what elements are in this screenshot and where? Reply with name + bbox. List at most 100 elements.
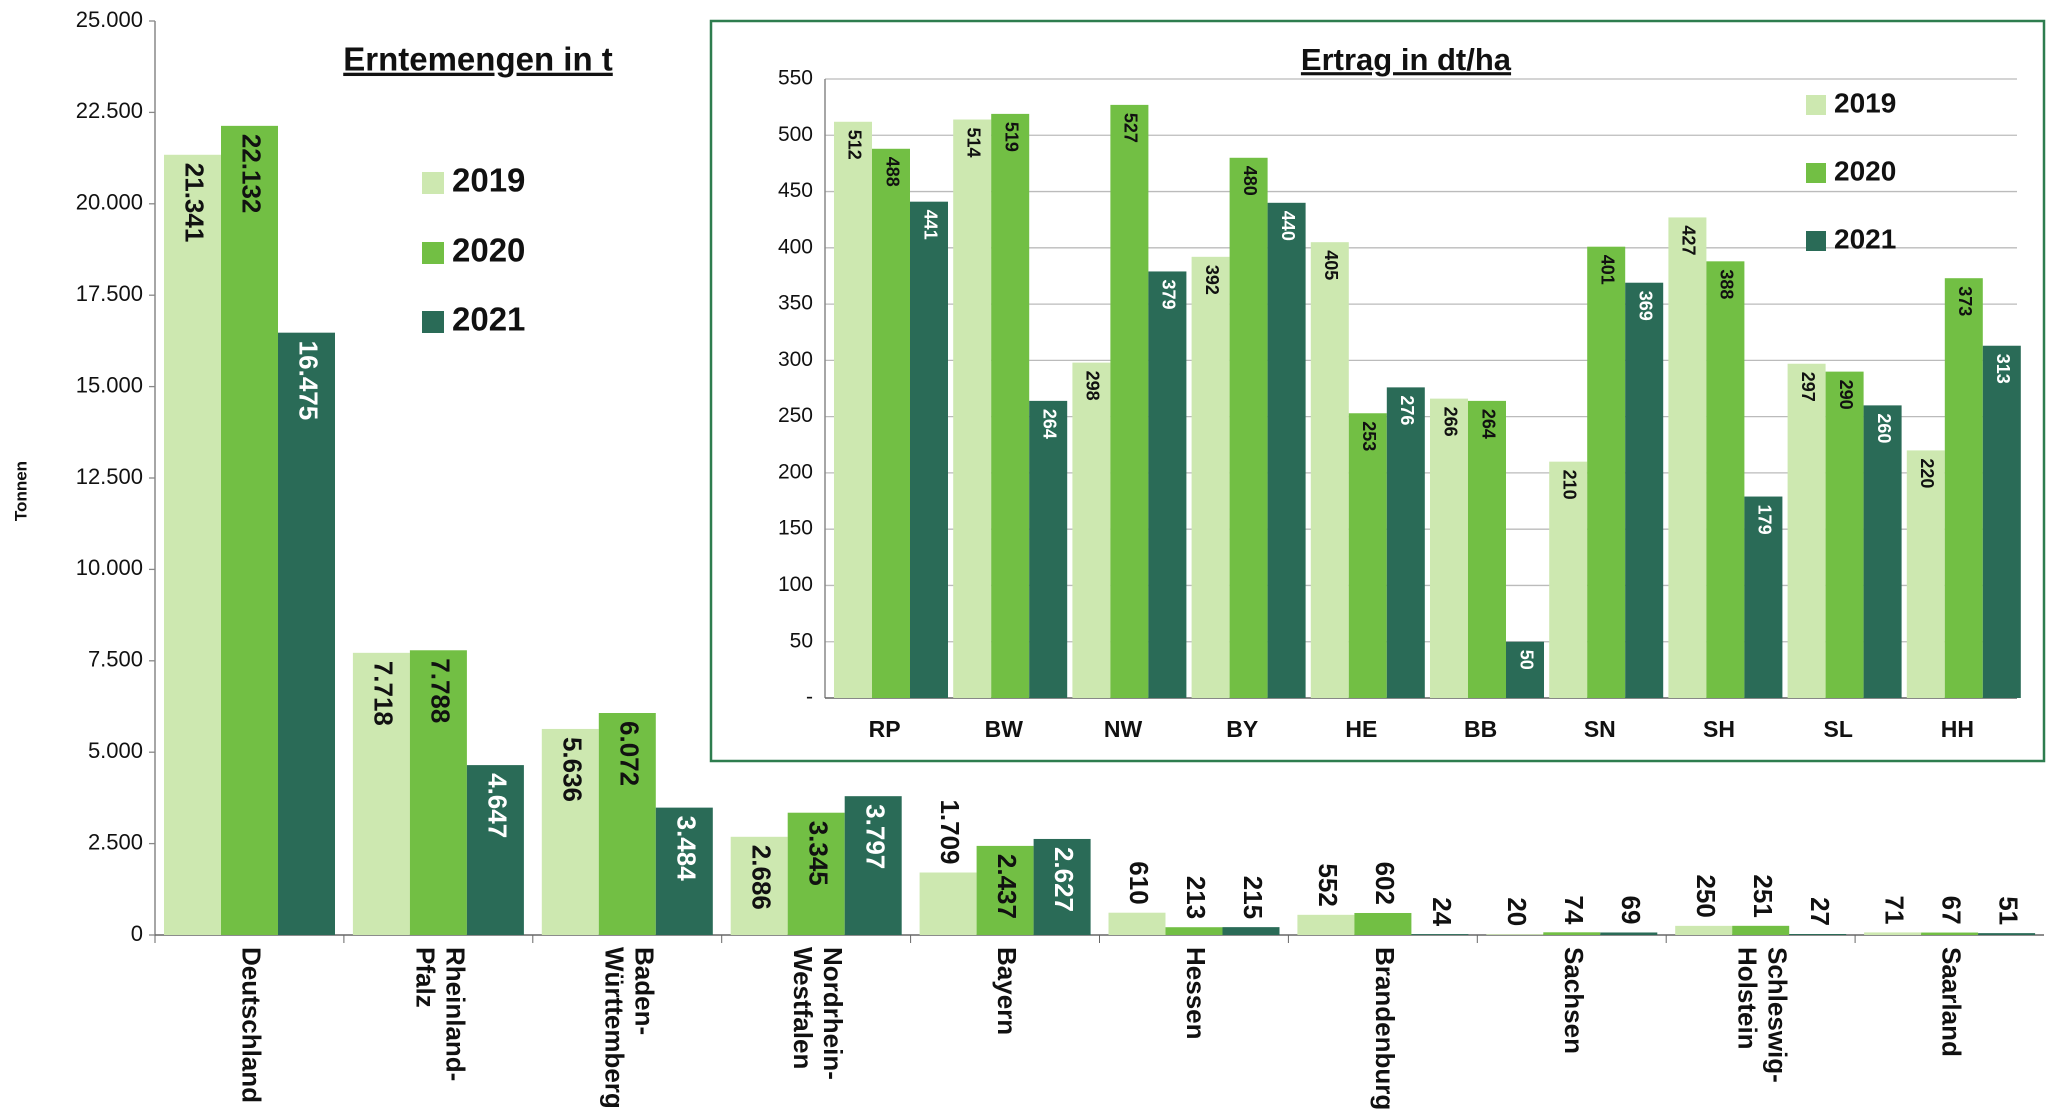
bar: [1787, 363, 1826, 698]
x-tick-label: Nordrhein-Westfalen: [788, 947, 848, 1080]
data-label: 297: [1798, 372, 1818, 402]
y-tick-label: 300: [778, 348, 813, 371]
bar: [1486, 934, 1544, 935]
bar: [1267, 202, 1306, 699]
y-tick-label: 0: [131, 921, 143, 946]
bar: [1191, 256, 1230, 698]
bar: [1386, 387, 1425, 698]
data-label: 527: [1121, 113, 1141, 143]
x-tick-label: Bayern: [992, 947, 1022, 1035]
y-tick-label: 200: [778, 460, 813, 483]
bar: [1921, 932, 1979, 935]
bar: [1978, 933, 2036, 935]
data-label: 264: [1039, 409, 1059, 439]
data-label: 392: [1202, 265, 1222, 295]
data-label: 24: [1427, 897, 1457, 926]
bar: [834, 121, 872, 698]
bar: [1982, 345, 2021, 698]
data-label: 3.797: [860, 804, 890, 869]
data-label: 552: [1313, 863, 1343, 906]
bar: [221, 125, 278, 936]
data-label: 7.718: [369, 661, 399, 726]
data-label: 4.647: [483, 773, 513, 838]
bar: [1222, 927, 1280, 935]
data-label: 276: [1397, 395, 1417, 425]
bar: [1108, 912, 1166, 935]
y-tick-label: 400: [778, 235, 813, 258]
bar: [1944, 278, 1983, 698]
data-label: 488: [882, 157, 902, 187]
y-tick-label: 25.000: [76, 7, 143, 32]
x-tick-label: Schleswig-Holstein: [1733, 947, 1793, 1083]
bar: [919, 872, 977, 935]
data-label: 610: [1124, 861, 1154, 904]
y-tick-label: 10.000: [76, 555, 143, 580]
bar: [1549, 461, 1588, 698]
bar: [1297, 914, 1355, 935]
x-tick-label: RP: [869, 716, 901, 742]
bar: [1310, 242, 1349, 698]
y-tick-label: 550: [778, 67, 813, 90]
bar: [278, 332, 335, 935]
bar: [1744, 496, 1783, 698]
data-label: 2.627: [1049, 847, 1079, 912]
y-tick-label: 2.500: [88, 829, 143, 854]
data-label: 440: [1278, 211, 1298, 241]
bar: [910, 201, 948, 698]
bar: [730, 836, 788, 935]
bar: [1148, 271, 1187, 698]
bar: [1675, 925, 1733, 935]
chart-title: Erntemengen in t: [343, 41, 613, 78]
data-label: 1.709: [935, 799, 965, 864]
x-tick-label: SN: [1584, 716, 1616, 742]
bar: [1029, 400, 1068, 698]
bar: [1864, 932, 1922, 935]
data-label: 213: [1181, 876, 1211, 919]
bar: [1625, 282, 1664, 698]
bar: [466, 765, 524, 935]
bar: [1600, 932, 1658, 935]
bar: [1506, 641, 1544, 698]
data-label: 514: [963, 128, 983, 158]
bar: [872, 148, 910, 698]
data-label: 179: [1755, 505, 1775, 535]
y-tick-label: 12.500: [76, 464, 143, 489]
bar: [598, 713, 656, 935]
data-label: 401: [1597, 255, 1617, 285]
data-label: 427: [1679, 225, 1699, 255]
bar: [1825, 371, 1864, 698]
x-tick-label: BY: [1226, 716, 1258, 742]
data-label: 264: [1478, 409, 1498, 439]
bar: [1468, 400, 1506, 698]
x-tick-label: Saarland: [1937, 947, 1967, 1057]
data-label: 369: [1635, 291, 1655, 321]
data-label: 405: [1321, 250, 1341, 280]
x-tick-label: BB: [1464, 716, 1497, 742]
y-axis-label: Tonnen: [11, 461, 30, 521]
inset-chart: - 50 100 150 200 250 300 350 400 450 500 550 RP BW NW B…: [778, 67, 2021, 742]
data-label: 220: [1917, 458, 1937, 488]
bar: [1165, 927, 1223, 935]
data-label: 21.341: [180, 163, 210, 243]
bar: [541, 728, 599, 935]
data-label: 6.072: [614, 721, 644, 786]
data-label: 290: [1836, 380, 1856, 410]
data-label: 379: [1159, 279, 1179, 309]
data-label: 2.437: [992, 854, 1022, 919]
legend-swatch: [422, 172, 444, 194]
y-tick-label: -: [806, 686, 813, 709]
bar: [991, 113, 1030, 698]
data-label: 51: [1994, 896, 2024, 925]
bar: [787, 812, 845, 935]
legend-swatch: [1806, 95, 1826, 115]
bar: [1587, 246, 1626, 698]
x-tick-label: Deutschland: [237, 947, 267, 1103]
data-label: 74: [1559, 895, 1589, 924]
bar: [844, 796, 902, 935]
bar: [1229, 157, 1268, 699]
x-tick-label: Rheinland-Pfalz: [410, 947, 470, 1081]
legend-swatch: [1806, 163, 1826, 183]
data-label: 373: [1955, 286, 1975, 316]
bar: [953, 119, 992, 699]
